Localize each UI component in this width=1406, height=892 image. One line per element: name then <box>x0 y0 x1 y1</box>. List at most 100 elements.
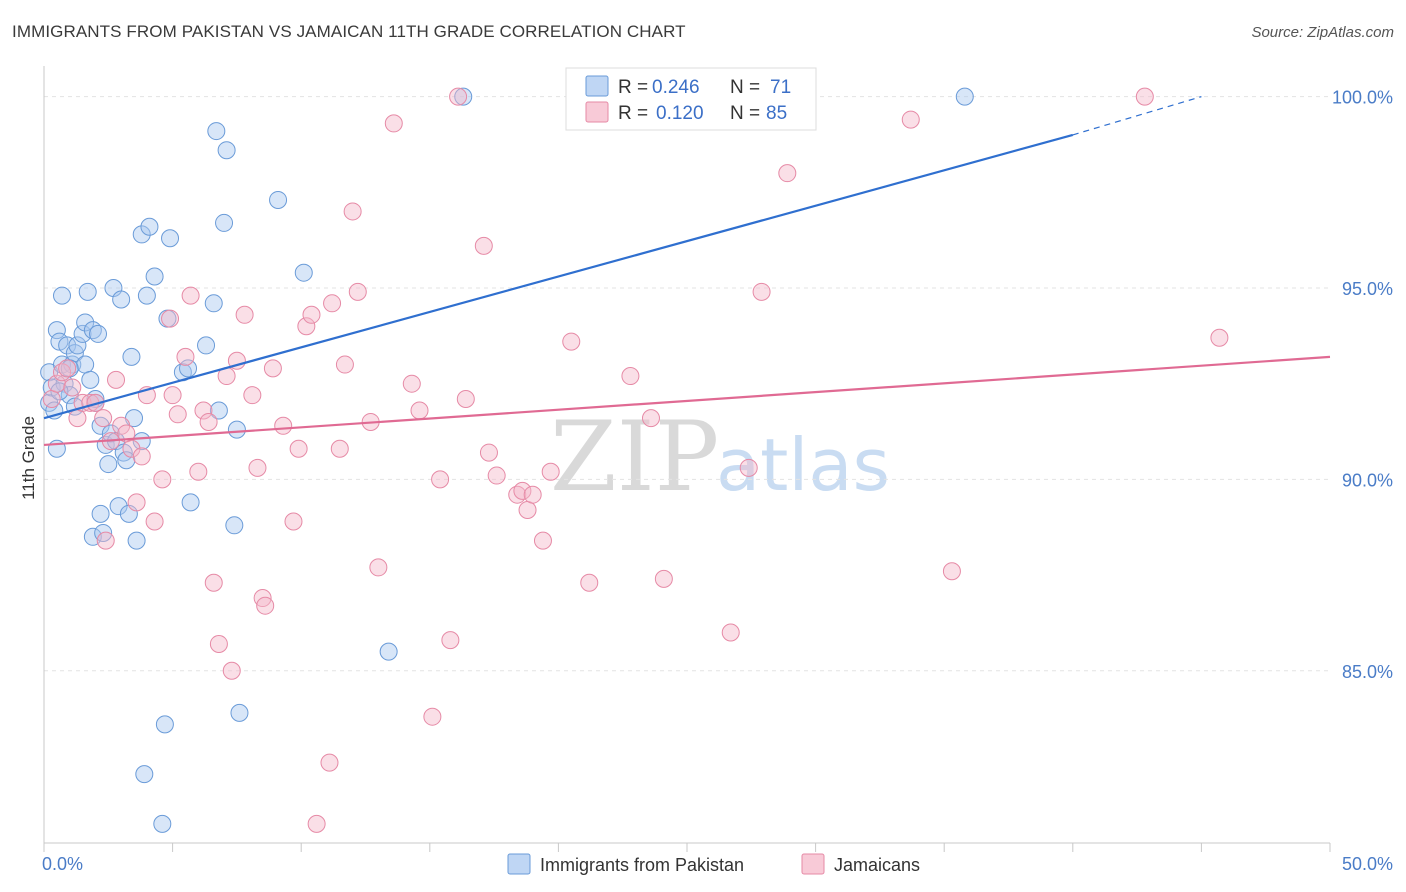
point-jamaicans <box>402 374 421 393</box>
point-jamaicans <box>127 493 146 512</box>
point-pakistan <box>181 493 200 512</box>
point-jamaicans <box>778 164 797 183</box>
point-jamaicans <box>122 439 141 458</box>
point-pakistan <box>227 420 246 439</box>
legend-swatch-pakistan <box>585 75 609 97</box>
source-label: Source: ZipAtlas.com <box>1251 24 1394 41</box>
point-jamaicans <box>562 332 581 351</box>
stats-legend: R = 0.246 N = 71 R = 0.120 N = 85 <box>565 67 817 131</box>
point-jamaicans <box>541 462 560 481</box>
legend-n-label-pakistan: N = <box>730 77 760 98</box>
legend-swatch-jamaicans <box>585 101 609 123</box>
point-jamaicans <box>323 294 342 313</box>
point-jamaicans <box>42 390 61 408</box>
point-pakistan <box>215 213 234 232</box>
point-jamaicans <box>168 405 187 424</box>
point-jamaicans <box>431 470 450 489</box>
point-pakistan <box>53 286 72 305</box>
point-jamaicans <box>199 412 218 431</box>
point-pakistan <box>122 347 141 366</box>
point-jamaicans <box>479 443 498 462</box>
point-pakistan <box>209 401 228 420</box>
point-pakistan <box>68 336 87 355</box>
point-pakistan <box>379 642 398 661</box>
point-jamaicans <box>423 707 442 726</box>
series-legend-label-pakistan: Immigrants from Pakistan <box>540 855 744 875</box>
legend-r-value-pakistan: 0.246 <box>652 77 700 98</box>
point-pakistan <box>140 217 159 236</box>
point-jamaicans <box>621 367 640 386</box>
legend-r-label-pakistan: R = <box>618 77 648 98</box>
legend-r-value-jamaicans: 0.120 <box>656 103 704 124</box>
point-jamaicans <box>176 347 195 366</box>
series-legend-label-jamaicans: Jamaicans <box>834 855 920 875</box>
point-jamaicans <box>86 393 105 412</box>
point-jamaicans <box>369 558 388 577</box>
point-jamaicans <box>1135 87 1154 106</box>
point-pakistan <box>78 282 97 301</box>
point-jamaicans <box>284 512 303 531</box>
point-jamaicans <box>330 439 349 458</box>
point-jamaicans <box>533 531 552 550</box>
point-jamaicans <box>752 282 771 301</box>
point-pakistan <box>127 531 146 550</box>
point-jamaicans <box>189 462 208 481</box>
point-jamaicans <box>194 401 213 420</box>
point-jamaicans <box>523 485 542 504</box>
point-pakistan <box>217 141 236 160</box>
point-jamaicans <box>307 814 326 833</box>
point-jamaicans <box>302 305 321 324</box>
y-tick-label: 90.0% <box>1342 470 1393 490</box>
point-pakistan <box>179 359 198 378</box>
point-pakistan <box>99 455 118 474</box>
point-jamaicans <box>68 409 87 428</box>
watermark: ZIP atlas <box>550 401 890 513</box>
point-jamaicans <box>721 623 740 642</box>
point-jamaicans <box>274 416 293 435</box>
point-jamaicans <box>580 573 599 592</box>
point-jamaicans <box>335 355 354 374</box>
point-pakistan <box>204 294 223 313</box>
point-jamaicans <box>320 753 339 772</box>
legend-r-label-jamaicans: R = <box>618 103 648 124</box>
point-jamaicans <box>384 114 403 133</box>
gridlines <box>44 96 1330 672</box>
point-jamaicans <box>487 466 506 485</box>
point-jamaicans <box>145 512 164 531</box>
x-tick-label-min: 0.0% <box>42 854 83 874</box>
legend-n-value-jamaicans: 85 <box>766 103 787 124</box>
y-tick-label: 85.0% <box>1342 662 1393 682</box>
point-pakistan <box>117 451 136 470</box>
watermark-zip: ZIP <box>550 401 719 513</box>
point-pakistan <box>109 497 128 516</box>
point-jamaicans <box>343 202 362 221</box>
point-jamaicans <box>153 470 172 489</box>
point-pakistan <box>132 225 151 244</box>
point-jamaicans <box>248 458 267 477</box>
point-jamaicans <box>96 531 115 550</box>
point-jamaicans <box>94 409 113 428</box>
trend-line-pakistan-extension <box>1072 96 1202 136</box>
point-jamaicans <box>161 309 180 328</box>
point-pakistan <box>58 336 77 355</box>
point-jamaicans <box>235 305 254 324</box>
y-tick-label: 95.0% <box>1342 279 1393 299</box>
point-pakistan <box>294 263 313 282</box>
point-jamaicans <box>449 87 468 106</box>
point-jamaicans <box>474 236 493 255</box>
point-jamaicans <box>410 401 429 420</box>
point-jamaicans <box>263 359 282 378</box>
point-jamaicans <box>513 481 532 500</box>
point-pakistan <box>197 336 216 355</box>
series-legend: Immigrants from Pakistan Jamaicans <box>507 853 920 875</box>
axes: 85.0% 90.0% 95.0% 100.0% 0.0% 50.0% <box>42 66 1393 874</box>
point-jamaicans <box>47 374 66 393</box>
point-jamaicans <box>641 409 660 428</box>
series-legend-swatch-pakistan <box>507 853 531 875</box>
point-pakistan <box>81 370 100 389</box>
point-jamaicans <box>441 631 460 650</box>
point-jamaicans <box>297 317 316 336</box>
legend-n-value-pakistan: 71 <box>770 77 791 98</box>
point-pakistan <box>89 324 108 343</box>
series-legend-swatch-jamaicans <box>801 853 825 875</box>
